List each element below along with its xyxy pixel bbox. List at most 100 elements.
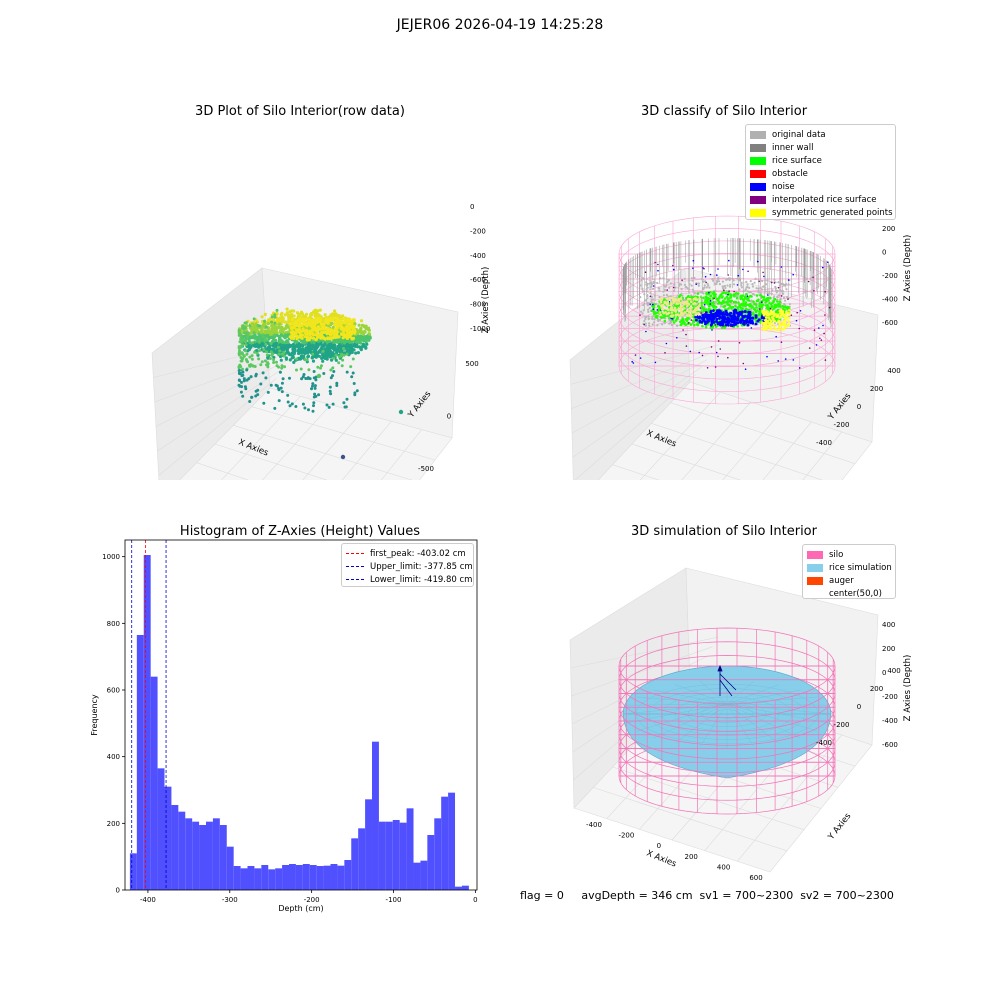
symmetric-point: [761, 312, 765, 315]
noise-point: [750, 327, 753, 329]
symmetric-point: [677, 307, 680, 310]
data-point: [288, 358, 292, 362]
noise-point: [709, 273, 712, 276]
original-point: [779, 288, 782, 291]
original-point: [745, 280, 748, 283]
rice-surface-point: [668, 316, 672, 320]
outlier-point: [340, 454, 346, 460]
data-point: [281, 377, 285, 381]
rice-surface-point: [735, 292, 738, 295]
noise-point: [733, 290, 735, 293]
noise-point: [818, 327, 820, 329]
data-point: [273, 333, 277, 337]
data-point: [310, 387, 313, 391]
original-point: [650, 295, 654, 298]
symmetric-point: [698, 297, 702, 301]
legend-label: silo: [829, 549, 844, 560]
histogram-xlabel: Depth (cm): [278, 904, 323, 913]
data-point: [280, 390, 284, 394]
silo-ring: [618, 253, 836, 292]
symmetric-point: [777, 320, 780, 324]
original-point: [688, 283, 691, 286]
data-point: [275, 360, 278, 364]
symmetric-point: [686, 304, 689, 308]
data-point: [355, 337, 360, 341]
legend-label: interpolated rice surface: [772, 195, 877, 206]
original-point: [751, 285, 755, 288]
noise-point: [687, 322, 690, 324]
histogram-bar: [344, 860, 352, 890]
noise-point: [704, 322, 707, 326]
original-point: [782, 292, 785, 295]
data-point: [260, 341, 264, 345]
symmetric-point: [666, 302, 669, 305]
data-point: [297, 327, 301, 331]
histogram-bar: [316, 866, 324, 890]
data-point: [255, 351, 259, 355]
data-point: [330, 336, 334, 340]
original-point: [678, 284, 681, 287]
grid-line: [196, 462, 249, 480]
noise-point: [717, 340, 720, 342]
data-point: [305, 317, 309, 321]
noise-point: [824, 291, 826, 293]
original-point: [757, 287, 760, 290]
noise-point: [736, 315, 739, 317]
noise-point: [676, 337, 678, 339]
data-point: [353, 393, 357, 397]
original-point: [776, 289, 779, 292]
data-point: [335, 381, 339, 385]
data-point: [246, 331, 250, 335]
data-point: [330, 318, 334, 322]
noise-point: [751, 316, 755, 320]
symmetric-point: [769, 312, 772, 316]
symmetric-point: [679, 307, 683, 310]
noise-point: [822, 324, 824, 327]
histogram-bar: [420, 860, 428, 890]
rice-surface-point: [724, 291, 728, 295]
data-point: [314, 317, 318, 321]
symmetric-point: [772, 311, 775, 314]
original-point: [645, 316, 648, 319]
symmetric-point: [690, 314, 693, 317]
data-point: [362, 337, 366, 341]
data-point: [270, 320, 274, 324]
data-point: [280, 364, 284, 368]
data-point: [264, 376, 268, 380]
data-point: [319, 347, 323, 351]
data-point: [351, 357, 355, 361]
histogram-frame: [124, 539, 478, 891]
rice-surface-point: [739, 294, 742, 298]
data-point: [304, 340, 308, 344]
noise-point: [715, 314, 719, 318]
tick-label: 200: [882, 225, 895, 233]
data-point: [312, 401, 316, 405]
data-point: [331, 402, 335, 406]
noise-point: [792, 359, 795, 361]
data-point: [245, 378, 249, 382]
original-point: [690, 294, 693, 297]
original-point: [693, 276, 696, 280]
symmetric-point: [766, 313, 770, 316]
mesh-spoke: [674, 684, 728, 705]
original-point: [749, 280, 752, 283]
data-point: [237, 365, 241, 369]
original-point: [657, 318, 660, 321]
noise-point: [787, 279, 790, 281]
symmetric-point: [660, 308, 664, 311]
symmetric-point: [664, 311, 667, 314]
mesh-spoke: [726, 703, 832, 715]
noise-point: [771, 281, 773, 284]
original-point: [702, 287, 705, 290]
noise-point: [729, 323, 733, 326]
noise-point: [716, 274, 718, 276]
noise-point: [828, 306, 831, 309]
noise-point: [704, 312, 706, 315]
histogram-bar: [358, 828, 366, 890]
noise-point: [737, 274, 740, 277]
rice-surface-point: [744, 301, 748, 304]
data-point: [277, 388, 281, 392]
data-point: [328, 389, 332, 393]
data-point: [266, 363, 270, 367]
original-point: [748, 291, 751, 294]
